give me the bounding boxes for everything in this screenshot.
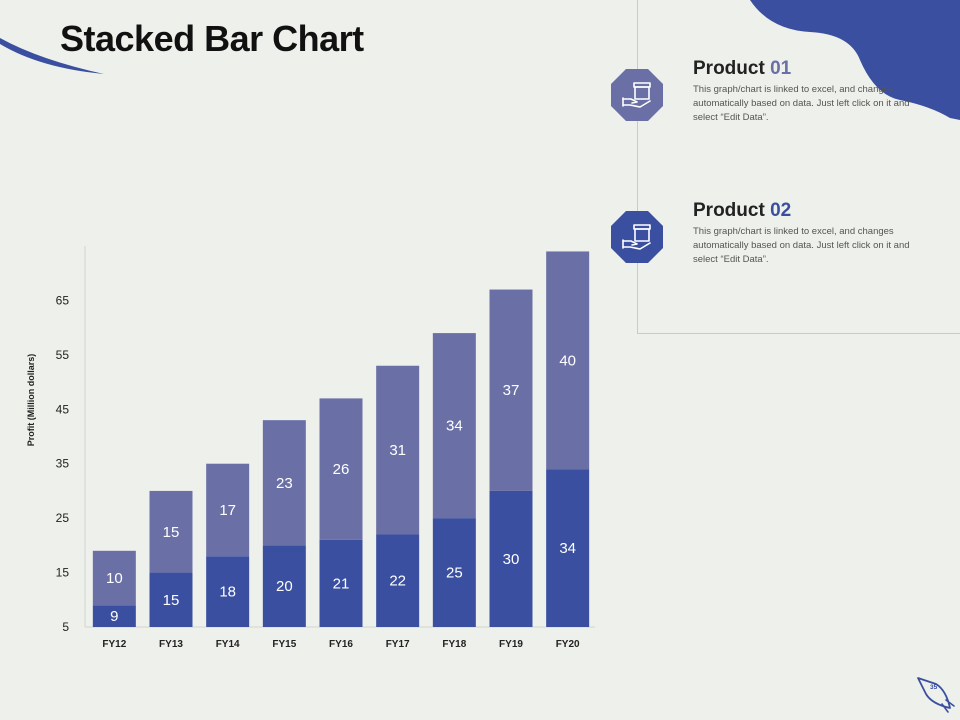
x-tick-label: FY17 — [386, 639, 410, 650]
bar-value-label: 17 — [219, 502, 236, 519]
bar-value-label: 22 — [389, 573, 406, 590]
bar-value-label: 26 — [333, 461, 350, 478]
y-tick-label: 5 — [62, 620, 69, 634]
y-axis-label: Profit (Million dollars) — [26, 354, 36, 447]
bar-value-label: 40 — [559, 352, 576, 369]
legend-number: 01 — [770, 58, 792, 79]
y-tick-label: 15 — [56, 566, 70, 580]
x-tick-label: FY20 — [556, 639, 580, 650]
x-tick-label: FY18 — [442, 639, 466, 650]
bar-segment — [546, 251, 590, 470]
bar-segment — [489, 490, 533, 627]
bar-value-label: 34 — [446, 418, 463, 435]
legend-description: This graph/chart is linked to excel, and… — [693, 84, 910, 123]
bar-value-label: 18 — [219, 584, 236, 601]
bar-segment — [262, 420, 306, 546]
bar-value-label: 31 — [389, 442, 406, 459]
hand-box-icon — [611, 211, 663, 263]
y-tick-label: 25 — [56, 511, 70, 525]
hand-box-icon — [611, 69, 663, 121]
bar-value-label: 15 — [163, 592, 180, 609]
bar-value-label: 21 — [333, 575, 350, 592]
x-tick-label: FY19 — [499, 639, 523, 650]
bar-value-label: 30 — [503, 551, 520, 568]
y-tick-label: 45 — [56, 402, 70, 416]
bar-segment — [92, 605, 136, 627]
bar-value-label: 15 — [163, 524, 180, 541]
bar-segment — [546, 469, 590, 627]
bar-segment — [376, 534, 420, 627]
bar-segment — [149, 572, 193, 627]
bar-segment — [262, 545, 306, 627]
bar-value-label: 25 — [446, 565, 463, 582]
x-tick-label: FY13 — [159, 639, 183, 650]
bar-segment — [432, 518, 476, 627]
rocket-page-badge: 35 — [917, 677, 955, 713]
legend-description: This graph/chart is linked to excel, and… — [693, 226, 910, 265]
bar-segment — [432, 333, 476, 519]
bar-segment — [92, 550, 136, 606]
bar-value-label: 10 — [106, 570, 123, 587]
legend-panel — [637, 0, 960, 334]
bar-value-label: 20 — [276, 578, 293, 595]
x-tick-label: FY14 — [216, 639, 240, 650]
bar-segment — [206, 556, 250, 627]
y-tick-label: 65 — [56, 293, 70, 307]
slide-title: Stacked Bar Chart — [60, 18, 364, 59]
bar-segment — [376, 365, 420, 535]
bar-segment — [206, 463, 250, 557]
bar-value-label: 37 — [503, 382, 520, 399]
bar-value-label: 34 — [559, 540, 576, 557]
bar-segment — [149, 490, 193, 573]
bar-value-label: 9 — [110, 608, 118, 625]
x-tick-label: FY15 — [272, 639, 296, 650]
legend-name: Product — [693, 200, 771, 221]
bar-value-label: 23 — [276, 475, 293, 492]
bar-segment — [319, 398, 363, 540]
bar-segment — [489, 289, 533, 491]
bar-segment — [319, 539, 363, 627]
decorative-blob — [750, 0, 960, 120]
x-tick-label: FY12 — [102, 639, 126, 650]
y-tick-label: 55 — [56, 348, 70, 362]
page-number: 35 — [930, 684, 938, 691]
x-tick-label: FY16 — [329, 639, 353, 650]
y-tick-label: 35 — [56, 457, 70, 471]
legend-name: Product — [693, 58, 771, 79]
legend-number: 02 — [770, 200, 792, 221]
